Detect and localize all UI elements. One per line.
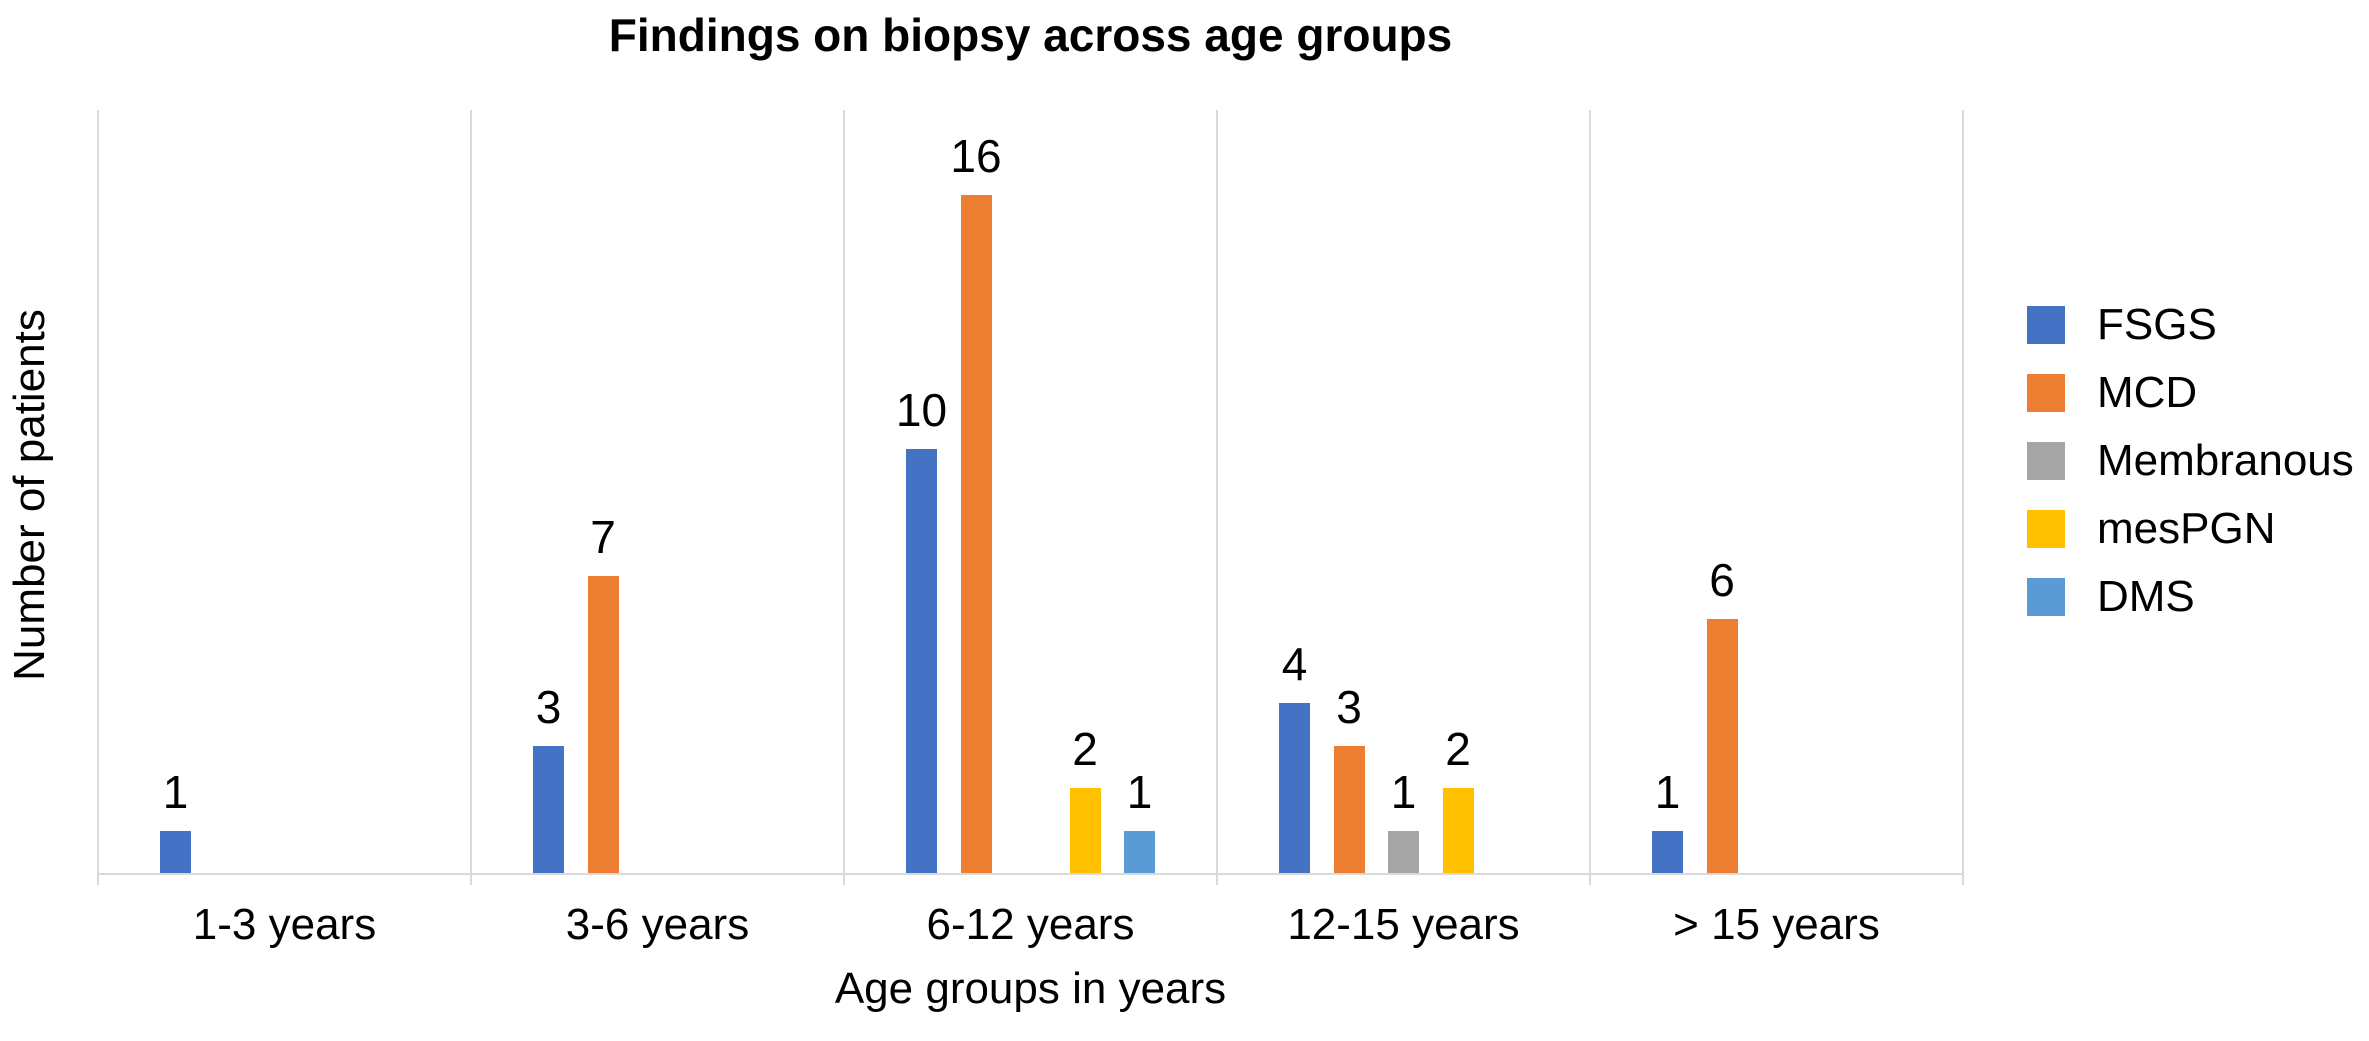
bar-mcd xyxy=(1333,745,1365,873)
bar-value-label: 3 xyxy=(535,680,562,733)
chart-title: Findings on biopsy across age groups xyxy=(608,9,1453,61)
category-gridline xyxy=(1589,110,1591,885)
bar-value-label: 16 xyxy=(950,129,1002,182)
category-gridline xyxy=(470,110,472,885)
legend-swatch-dms xyxy=(2027,578,2065,616)
legend-item: mesPGN xyxy=(2027,504,2354,553)
bar-value-label: 10 xyxy=(895,384,948,437)
legend-label: Membranous xyxy=(2097,436,2354,485)
legend-swatch-membranous xyxy=(2027,442,2065,480)
bar-value-label: 3 xyxy=(1336,680,1362,733)
bar-value-label: 6 xyxy=(1709,553,1735,606)
bar-mespgn xyxy=(1069,788,1101,873)
bar-membranous xyxy=(1388,830,1419,873)
bar-value-label: 1 xyxy=(1126,765,1153,818)
bar-fsgs xyxy=(1652,830,1683,873)
bar-fsgs xyxy=(1279,703,1310,873)
x-axis-category-labels: 1-3 years 3-6 years 6-12 years 12-15 years >… xyxy=(98,900,1963,956)
category-gridline xyxy=(1962,110,1964,885)
bar-mespgn xyxy=(1442,788,1474,873)
legend-swatch-mcd xyxy=(2027,374,2065,412)
legend-label: DMS xyxy=(2097,572,2195,621)
legend-label: FSGS xyxy=(2097,300,2217,349)
bar-mcd xyxy=(587,576,619,873)
bar-value-label: 4 xyxy=(1281,638,1308,691)
legend-swatch-mespgn xyxy=(2027,510,2065,548)
x-category-label: 12-15 years xyxy=(1287,900,1520,949)
category-gridline xyxy=(97,110,99,885)
y-axis-title: Number of patients xyxy=(5,309,54,681)
x-category-label: 6-12 years xyxy=(926,900,1135,949)
category-gridline xyxy=(1216,110,1218,885)
bar-fsgs xyxy=(160,830,191,873)
legend-label: mesPGN xyxy=(2097,504,2276,553)
bar-value-label: 2 xyxy=(1072,723,1098,776)
bar-value-label: 1 xyxy=(1654,765,1681,818)
legend-item: MCD xyxy=(2027,368,2354,417)
x-category-label: 1-3 years xyxy=(192,900,377,949)
plot-area: 1 3 7 10 16 2 1 4 3 1 2 1 6 xyxy=(97,110,1964,885)
bar-mcd xyxy=(1706,618,1738,873)
bar-value-label: 1 xyxy=(162,765,189,818)
legend-label: MCD xyxy=(2097,368,2198,417)
x-axis-title: Age groups in years xyxy=(834,964,1227,1013)
legend: FSGS MCD Membranous mesPGN DMS xyxy=(2027,300,2354,621)
legend-item: FSGS xyxy=(2027,300,2354,349)
bar-fsgs xyxy=(533,745,564,873)
bar-dms xyxy=(1124,830,1155,873)
legend-item: DMS xyxy=(2027,572,2354,621)
bar-value-label: 1 xyxy=(1390,765,1417,818)
x-category-label: 3-6 years xyxy=(565,900,750,949)
bar-fsgs xyxy=(906,449,937,873)
bar-value-label: 7 xyxy=(590,511,616,564)
legend-swatch-fsgs xyxy=(2027,306,2065,344)
x-category-label: > 15 years xyxy=(1673,900,1880,949)
legend-item: Membranous xyxy=(2027,436,2354,485)
category-gridline xyxy=(843,110,845,885)
bar-value-label: 2 xyxy=(1445,723,1471,776)
bar-mcd xyxy=(960,194,992,873)
